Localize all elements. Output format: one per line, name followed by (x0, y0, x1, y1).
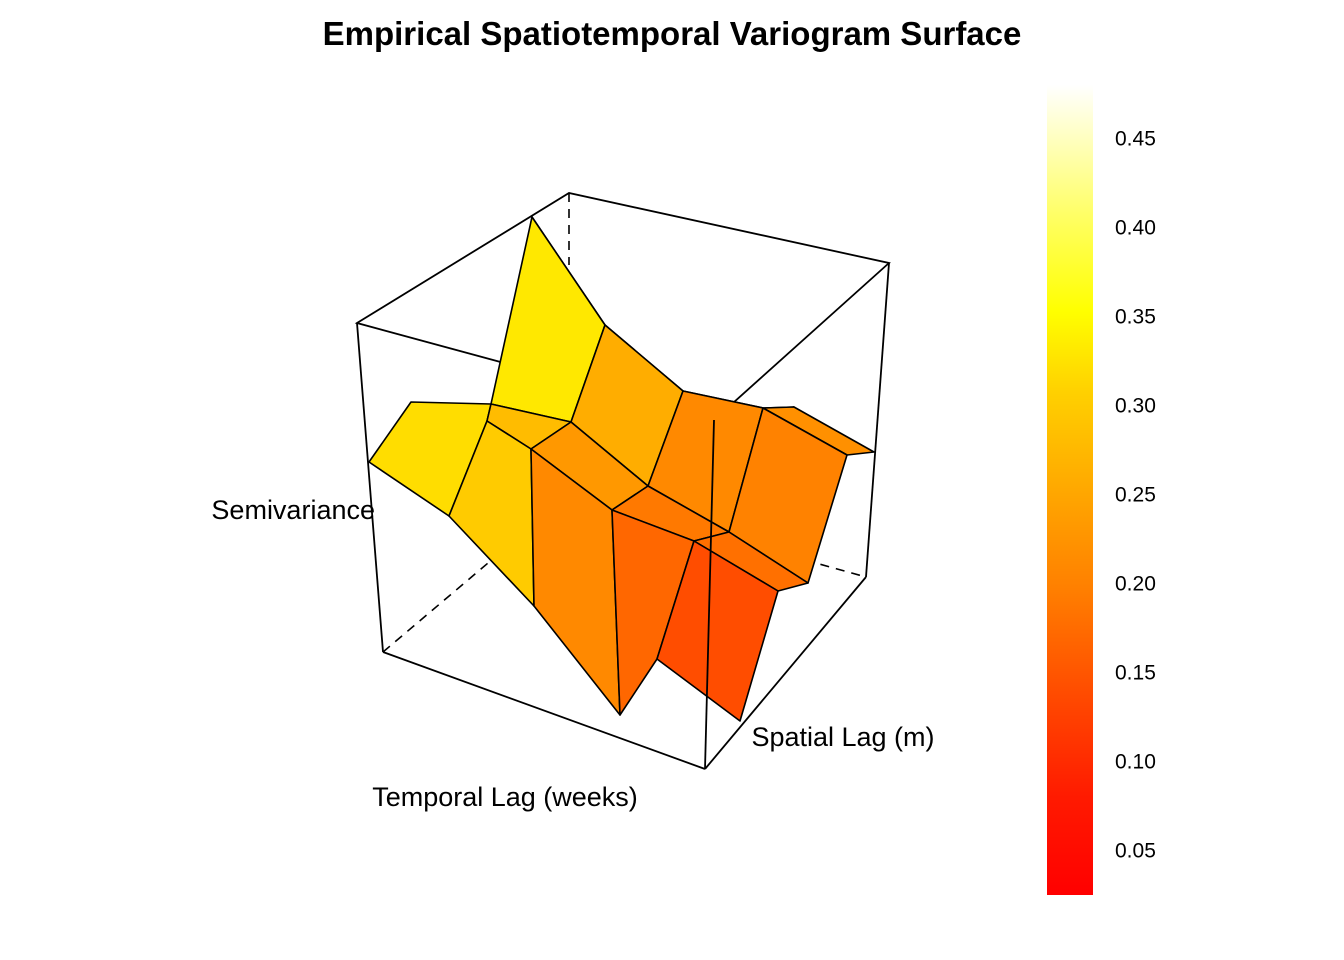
box-edge-right (865, 262, 890, 578)
chart-title: Empirical Spatiotemporal Variogram Surfa… (323, 15, 1022, 52)
color-bar-tick-label: 0.25 (1115, 483, 1156, 506)
surface-patch-0-0 (656, 540, 779, 722)
color-bar-tick-label: 0.30 (1115, 394, 1156, 417)
color-bar-tick-label: 0.15 (1115, 661, 1156, 684)
box-edge-bottom-right (704, 576, 867, 770)
color-bar-tick-label: 0.20 (1115, 572, 1156, 595)
x-axis-label: Spatial Lag (m) (751, 722, 934, 752)
color-bar-tick-label: 0.40 (1115, 216, 1156, 239)
box-edge-front (704, 419, 715, 770)
color-bar-tick-label: 0.05 (1115, 839, 1156, 862)
box-edge-back-right (804, 559, 867, 578)
variogram-surface (368, 216, 875, 722)
color-bar-tick-label: 0.35 (1115, 305, 1156, 328)
box-edge-bottom-front (382, 651, 706, 770)
color-bar-tick-label: 0.10 (1115, 750, 1156, 773)
color-bar-tick-label: 0.45 (1115, 127, 1156, 150)
color-bar-gradient (1047, 85, 1093, 895)
y-axis-label: Temporal Lag (weeks) (372, 782, 638, 812)
color-bar-ticks: 0.05 0.10 0.15 0.20 0.25 0.30 0.35 0.40 0.45 (1115, 127, 1156, 862)
color-bar: 0.05 0.10 0.15 0.20 0.25 0.30 0.35 0.40 0.45 (1047, 85, 1156, 895)
z-axis-label: Semivariance (211, 495, 375, 525)
box-edge-left (356, 322, 384, 653)
